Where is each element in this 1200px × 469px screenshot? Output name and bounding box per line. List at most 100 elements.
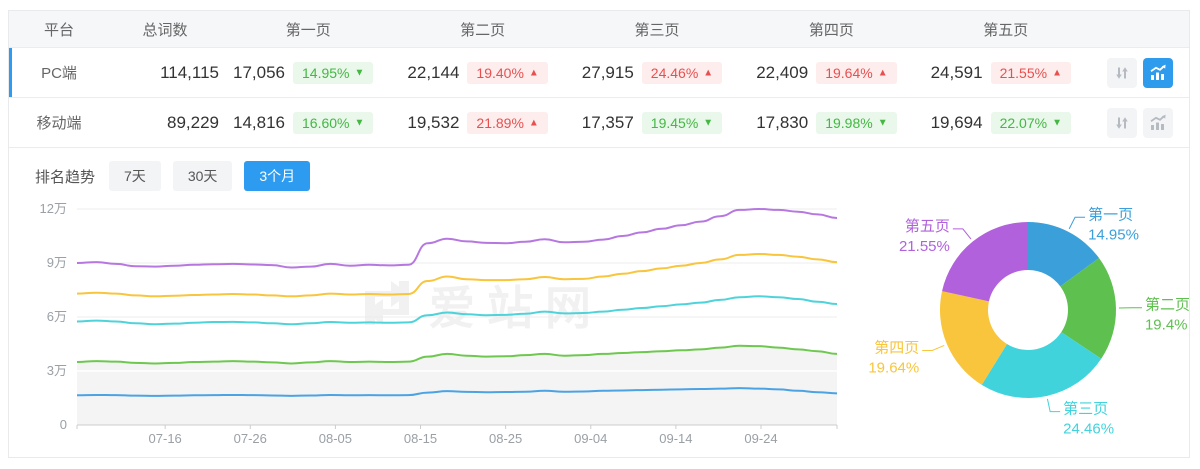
page-cell: 22,144 19.40% ▲ bbox=[395, 61, 569, 84]
page-count: 17,830 bbox=[756, 112, 809, 132]
page-distribution-pie-chart: 第一页 14.95% 第二页 19.4% 第三页 24.46% 第四页 19.64% 第五页 21… bbox=[868, 205, 1190, 438]
change-badge: 14.95% ▼ bbox=[293, 61, 374, 84]
trend-line-purple bbox=[76, 208, 838, 269]
change-badge: 19.64% ▲ bbox=[816, 61, 897, 84]
y-tick-label: 6万 bbox=[47, 309, 67, 324]
page-cell: 17,830 19.98% ▼ bbox=[744, 111, 918, 134]
x-tick-label: 08-05 bbox=[319, 431, 352, 446]
pie-label: 第二页 19.4% bbox=[1145, 296, 1190, 334]
table-row-pc[interactable]: PC端 114,115 17,056 14.95% ▼ 22,144 19.40% ▲ 27… bbox=[9, 48, 1189, 98]
x-tick-label: 08-15 bbox=[404, 431, 437, 446]
x-tick-label: 07-26 bbox=[234, 431, 267, 446]
y-tick-label: 9万 bbox=[47, 255, 67, 270]
table-header-row: 平台 总词数 第一页 第二页 第三页 第四页 第五页 bbox=[9, 11, 1189, 48]
y-tick-label: 3万 bbox=[47, 363, 67, 378]
pie-slice-4[interactable] bbox=[940, 291, 1007, 385]
arrow-down-icon: ▼ bbox=[703, 117, 714, 128]
change-badge: 16.60% ▼ bbox=[293, 111, 374, 134]
pie-slice-3[interactable] bbox=[981, 332, 1102, 398]
pie-label: 第四页 19.64% bbox=[868, 339, 919, 377]
change-badge: 22.07% ▼ bbox=[990, 111, 1071, 134]
trend-chart-icon-button[interactable] bbox=[1142, 57, 1173, 88]
watermark: 爱站网 bbox=[365, 281, 603, 334]
arrow-up-icon: ▲ bbox=[528, 117, 539, 128]
change-badge: 19.98% ▼ bbox=[816, 111, 897, 134]
sort-arrows-icon[interactable] bbox=[1106, 57, 1137, 88]
pie-label-line bbox=[1046, 398, 1061, 413]
change-badge: 21.55% ▲ bbox=[990, 61, 1071, 84]
pie-slice-1[interactable] bbox=[1028, 222, 1100, 287]
platform-cell: PC端 bbox=[41, 65, 77, 82]
x-tick-label: 08-25 bbox=[489, 431, 522, 446]
page-cell: 17,357 19.45% ▼ bbox=[570, 111, 744, 134]
page-count: 14,816 bbox=[233, 112, 285, 132]
tab-7days[interactable]: 7天 bbox=[109, 161, 161, 191]
y-tick-label: 12万 bbox=[40, 201, 67, 216]
trend-line-cyan bbox=[76, 295, 838, 326]
arrow-down-icon: ▼ bbox=[354, 117, 365, 128]
x-tick-label: 09-04 bbox=[574, 431, 607, 446]
page-cell: 19,532 21.89% ▲ bbox=[395, 111, 569, 134]
x-tick-label: 09-24 bbox=[744, 431, 777, 446]
area-fill bbox=[77, 345, 837, 425]
pie-label-line bbox=[952, 228, 972, 240]
arrow-up-icon: ▲ bbox=[528, 67, 539, 78]
page-cell: 19,694 22.07% ▼ bbox=[919, 111, 1093, 134]
page-cell: 14,816 16.60% ▼ bbox=[221, 111, 395, 134]
row-actions bbox=[1093, 57, 1189, 88]
page-count: 24,591 bbox=[930, 62, 983, 82]
header-page-2: 第二页 bbox=[460, 21, 506, 39]
total-words-cell: 114,115 bbox=[160, 62, 219, 82]
row-actions bbox=[1093, 107, 1189, 138]
change-badge: 19.40% ▲ bbox=[467, 61, 548, 84]
trend-line-blue bbox=[76, 387, 838, 397]
panel: 平台 总词数 第一页 第二页 第三页 第四页 第五页 PC端 114,115 1… bbox=[8, 10, 1190, 458]
pie-label: 第五页 21.55% bbox=[899, 217, 950, 255]
tab-3months[interactable]: 3个月 bbox=[244, 161, 311, 191]
page-count: 19,694 bbox=[930, 112, 983, 132]
pie-label: 第三页 24.46% bbox=[1063, 400, 1114, 438]
change-badge: 19.45% ▼ bbox=[641, 111, 723, 134]
sort-arrows-icon[interactable] bbox=[1106, 107, 1137, 138]
arrow-down-icon: ▼ bbox=[1052, 117, 1062, 128]
page-cell: 27,915 24.46% ▲ bbox=[570, 61, 744, 84]
platform-cell: 移动端 bbox=[36, 115, 82, 132]
tab-30days[interactable]: 30天 bbox=[172, 161, 233, 191]
pie-label-line bbox=[922, 344, 945, 352]
x-tick-label: 07-16 bbox=[149, 431, 182, 446]
page-count: 19,532 bbox=[407, 112, 460, 132]
trend-line-chart[interactable]: 爱站网 07-16 07-26 08-05 08-15 08-25 09-04 09-14 0… bbox=[19, 191, 859, 453]
header-page-3: 第三页 bbox=[634, 21, 680, 39]
page-count: 22,409 bbox=[756, 62, 809, 82]
header-page-5: 第五页 bbox=[983, 21, 1029, 39]
x-tick-label: 09-14 bbox=[659, 431, 692, 446]
page-count: 22,144 bbox=[407, 62, 460, 82]
arrow-down-icon: ▼ bbox=[354, 67, 365, 78]
change-badge: 24.46% ▲ bbox=[641, 61, 723, 84]
trend-line-green bbox=[76, 344, 838, 365]
total-words-cell: 89,229 bbox=[167, 112, 219, 132]
arrow-down-icon: ▼ bbox=[877, 117, 888, 128]
table-row-mobile[interactable]: 移动端 89,229 14,816 16.60% ▼ 19,532 21.89% ▲ 17,… bbox=[9, 98, 1189, 148]
page-count: 17,056 bbox=[233, 62, 285, 82]
pie-slice-2[interactable] bbox=[1060, 258, 1116, 359]
header-page-4: 第四页 bbox=[808, 21, 854, 39]
pie-label-line bbox=[1068, 216, 1086, 230]
page-cell: 22,409 19.64% ▲ bbox=[744, 61, 918, 84]
trend-title: 排名趋势 bbox=[35, 168, 96, 186]
trend-line-yellow bbox=[76, 253, 838, 298]
pie-slice-5[interactable] bbox=[942, 222, 1028, 302]
header-total-words: 总词数 bbox=[142, 21, 188, 39]
page-count: 17,357 bbox=[581, 112, 634, 132]
page-cell: 17,056 14.95% ▼ bbox=[221, 61, 395, 84]
arrow-up-icon: ▲ bbox=[877, 67, 888, 78]
watermark-text: 爱站网 bbox=[429, 282, 603, 334]
arrow-up-icon: ▲ bbox=[703, 67, 714, 78]
page-cell: 24,591 21.55% ▲ bbox=[919, 61, 1093, 84]
header-page-1: 第一页 bbox=[285, 21, 331, 39]
arrow-up-icon: ▲ bbox=[1052, 67, 1062, 78]
y-tick-label: 0 bbox=[60, 417, 67, 432]
header-platform: 平台 bbox=[43, 21, 74, 39]
change-badge: 21.89% ▲ bbox=[467, 111, 548, 134]
trend-chart-icon-button[interactable] bbox=[1142, 107, 1173, 138]
